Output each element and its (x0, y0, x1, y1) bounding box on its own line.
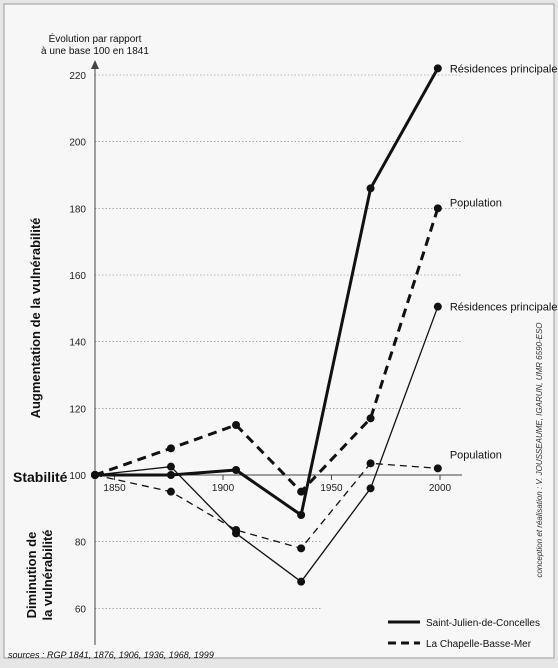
legend: Saint-Julien-de-Concelles La Chapelle-Ba… (388, 618, 540, 650)
y-tick-label: 80 (75, 538, 87, 549)
x-tick-label: 2000 (429, 483, 452, 494)
series-end-label-0: Résidences principales (450, 63, 558, 75)
x-tick-label: 1900 (212, 483, 235, 494)
data-point (433, 464, 442, 473)
data-point (166, 462, 175, 471)
diminution-label-line-1: Diminution de (24, 532, 39, 619)
data-point (166, 471, 175, 479)
y-tick-label: 180 (69, 204, 86, 215)
series-line-1 (94, 306, 439, 583)
chart-frame (3, 3, 555, 659)
y-axis-title-line-2: à une base 100 en 1841 (41, 46, 149, 57)
data-point (366, 459, 375, 468)
x-tick-label: 1850 (103, 483, 126, 494)
y-tick-label: 200 (69, 138, 86, 149)
data-point (297, 487, 306, 496)
data-point (366, 414, 375, 423)
data-point (433, 204, 442, 213)
y-axis-title-line-1: Évolution par rapport (49, 32, 142, 45)
data-point (232, 421, 241, 429)
y-axis-arrow (91, 60, 99, 69)
data-point (433, 302, 442, 311)
y-tick-label: 120 (69, 404, 86, 415)
augmentation-label: Augmentation de la vulnérabilité (28, 218, 43, 419)
data-point (232, 466, 241, 474)
series-line-2 (94, 207, 440, 494)
stabilite-label: Stabilité (13, 469, 68, 485)
source-text: sources : RGP 1841, 1876, 1906, 1936, 19… (8, 650, 214, 660)
series-end-label-3: Population (450, 449, 502, 461)
data-point (166, 444, 175, 453)
series-lines (94, 67, 440, 583)
y-tick-label: 220 (69, 71, 86, 82)
data-point (366, 484, 375, 493)
data-point (297, 511, 306, 519)
series-end-labels: Résidences principales Résidences princip… (450, 63, 558, 461)
data-point (366, 184, 375, 193)
data-point (166, 487, 175, 496)
legend-label-saint-julien: Saint-Julien-de-Concelles (426, 618, 540, 629)
y-tick-label: 160 (69, 271, 86, 282)
series-line-0 (95, 67, 440, 517)
series-line-3 (94, 462, 438, 549)
series-end-label-2: Population (450, 197, 502, 209)
x-tick-label: 1950 (320, 483, 343, 494)
diminution-label-line-2: la vulnérabilité (40, 529, 55, 620)
data-point (297, 544, 306, 553)
legend-label-la-chapelle: La Chapelle-Basse-Mer (426, 639, 532, 650)
y-tick-label: 140 (69, 338, 86, 349)
credit-text: conception et réalisation : V. JOUSSEAUM… (535, 322, 544, 577)
data-point (433, 64, 442, 73)
axes: 60 80 100 120 140 160 180 200 220 1850 1900 1950 200… (69, 60, 462, 645)
data-points (91, 64, 442, 586)
series-end-label-1: Résidences principales (450, 302, 558, 314)
data-point (91, 471, 99, 479)
data-point (232, 526, 241, 534)
y-tick-label: 60 (75, 604, 87, 615)
y-tick-label: 100 (69, 471, 86, 482)
data-point (297, 577, 306, 586)
